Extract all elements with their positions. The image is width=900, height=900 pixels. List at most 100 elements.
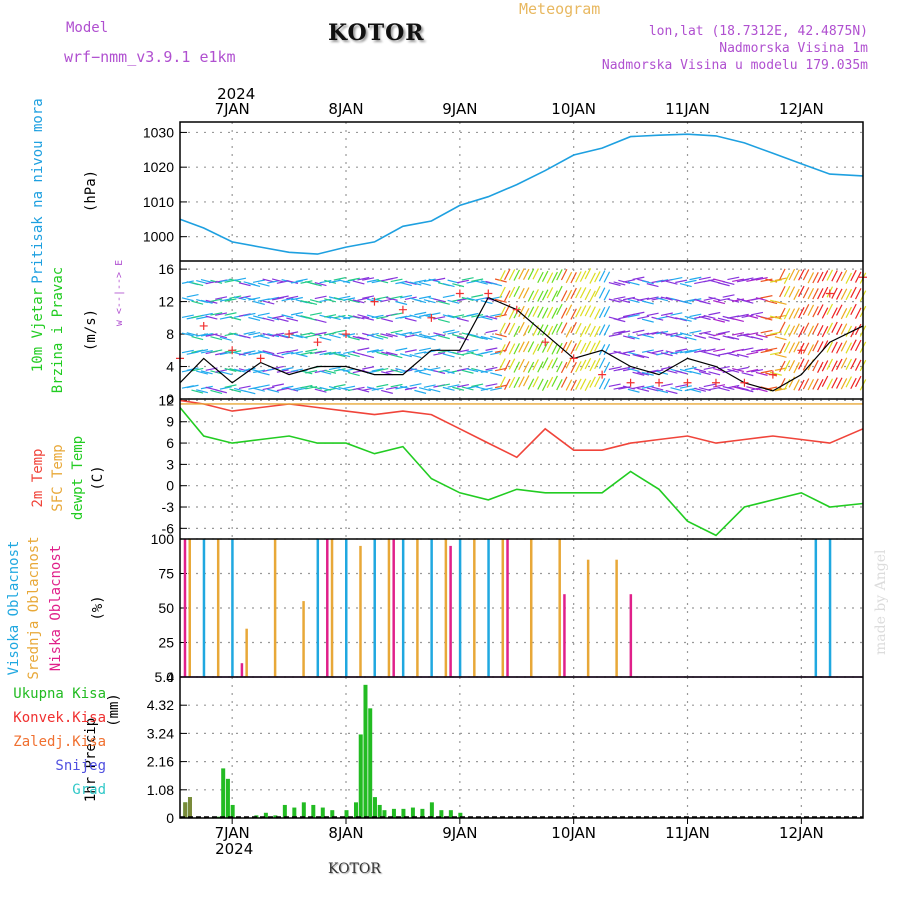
wind-barb	[741, 299, 754, 304]
wind-barb	[224, 298, 237, 302]
wind-barb	[362, 354, 375, 359]
pressure-units: (hPa)	[83, 170, 99, 212]
wind-barb	[423, 299, 436, 304]
temp-2m-line	[179, 399, 864, 459]
wind-barb	[551, 343, 558, 355]
gust-marker	[199, 321, 208, 330]
wind-barb	[537, 290, 544, 302]
wind-barb	[319, 336, 332, 341]
wind-barb	[755, 277, 768, 281]
wind-barb	[300, 351, 313, 356]
wind-barb	[319, 370, 332, 375]
wind-barb	[598, 378, 606, 390]
cloud-bar	[345, 539, 348, 677]
wind-barb	[641, 349, 654, 353]
y-tick-label: 1020	[143, 159, 174, 175]
wind-barb	[419, 371, 431, 376]
wind-barb	[836, 288, 843, 300]
wind-barb	[793, 307, 800, 319]
wind-barb	[798, 358, 805, 370]
gust-marker	[825, 289, 834, 298]
wind-barb	[670, 276, 683, 281]
wind-barb	[390, 329, 403, 334]
station-title: KOTOR	[328, 20, 425, 46]
wind-barb	[395, 300, 408, 306]
wind-barb	[309, 299, 322, 304]
wind-units: (m/s)	[83, 309, 99, 351]
wind-barb	[490, 335, 503, 340]
wind-barb	[527, 378, 535, 390]
wind-barb	[641, 300, 654, 305]
wind-barb	[788, 360, 796, 372]
wind-barb	[613, 318, 626, 323]
wind-barb	[447, 299, 460, 304]
wind-barb	[665, 332, 678, 336]
wind-barb	[821, 326, 829, 338]
wind-barb	[570, 343, 577, 355]
wind-barb	[419, 295, 432, 300]
wind-barb	[471, 314, 484, 318]
wind-barb	[309, 282, 322, 287]
wind-barb	[826, 269, 834, 281]
wind-barb	[286, 317, 299, 322]
precip-legend-item: Ukupna Kisa	[13, 686, 106, 702]
wind-barb	[836, 323, 843, 335]
wind-barb	[622, 279, 635, 283]
wind-barb	[286, 349, 299, 353]
wind-barb	[831, 307, 838, 319]
wind-barb	[352, 299, 365, 304]
wind-barb	[670, 312, 683, 316]
wind-barb	[840, 323, 848, 335]
wind-barb	[798, 379, 805, 391]
cloud-bar	[473, 539, 476, 677]
wind-barb	[565, 289, 573, 301]
wind-barb	[456, 279, 469, 284]
wind-barb	[603, 361, 611, 373]
wind-barb	[324, 387, 337, 392]
wind-barb	[347, 352, 360, 358]
wind-barb	[428, 367, 441, 371]
wind-barb	[812, 378, 819, 390]
wind-barb	[276, 369, 289, 373]
gust-marker	[427, 313, 436, 322]
y-tick-label: 1030	[143, 124, 174, 140]
y-tick-label: -3	[162, 499, 175, 515]
wind-barb	[826, 322, 834, 334]
wind-barb	[613, 296, 626, 300]
cloud-bar	[487, 539, 490, 677]
wind-barb	[191, 389, 204, 394]
top-year-label: 2024	[217, 85, 255, 103]
wind-barb	[499, 358, 506, 370]
wind-barb	[836, 377, 843, 389]
wind-barb	[817, 304, 824, 316]
wind-barb	[788, 325, 796, 337]
wind-barb	[589, 325, 596, 338]
gust-marker	[797, 346, 806, 355]
wind-barb	[281, 334, 294, 339]
wind-barb	[717, 330, 730, 335]
wind-barb	[532, 376, 539, 388]
wind-barb	[651, 349, 664, 354]
wind-barb	[689, 276, 702, 281]
wind-barb	[546, 272, 554, 284]
wind-barb	[570, 361, 577, 374]
wind-barb	[466, 349, 479, 353]
wind-barb	[679, 317, 692, 322]
wind-barb	[694, 387, 707, 392]
wind-barb	[433, 277, 446, 282]
wind-barb	[774, 300, 787, 305]
wind-barb	[560, 341, 568, 354]
wind-barb	[618, 330, 631, 334]
wind-barb	[357, 297, 370, 301]
wind-barb	[480, 369, 493, 374]
wind-barb	[560, 290, 568, 302]
wind-barb	[812, 360, 819, 372]
precip-bar	[382, 810, 387, 818]
wind-barb	[713, 384, 726, 388]
wind-barb	[751, 368, 764, 373]
wind-barb	[565, 379, 573, 391]
precip-bar	[225, 778, 230, 818]
wind-barb	[793, 288, 800, 301]
wind-barb	[352, 315, 365, 320]
